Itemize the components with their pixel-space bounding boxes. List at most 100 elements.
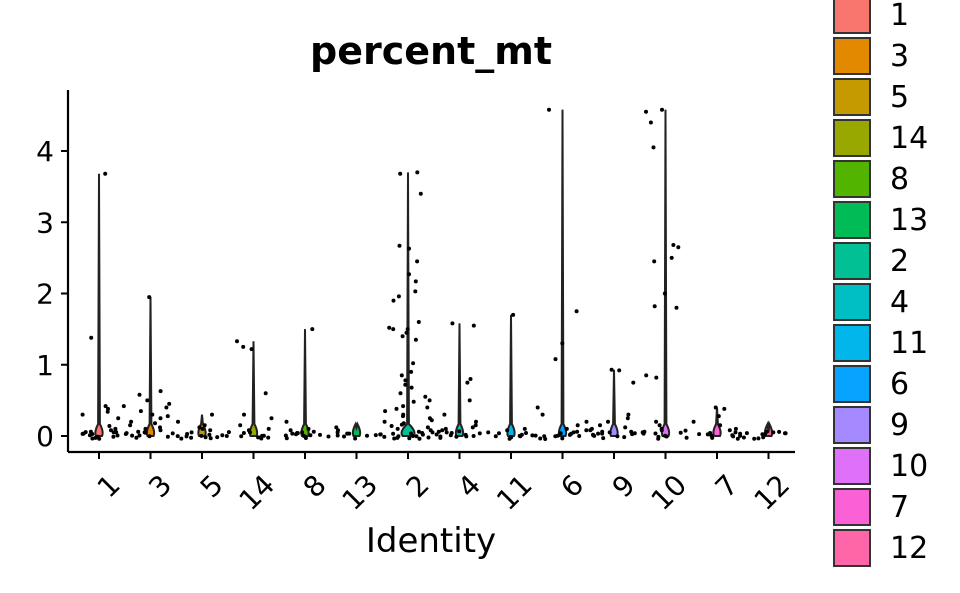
data-point [134,435,139,440]
data-point [783,431,787,436]
legend-label: 8 [890,162,909,197]
legend-item: 1 [833,0,909,34]
data-point [396,294,401,299]
data-point [365,433,369,438]
data-point [407,436,412,441]
data-point [401,404,406,409]
data-point [413,337,418,342]
data-point [653,431,658,436]
data-point [411,399,416,404]
data-point [90,436,95,441]
data-point [389,424,394,428]
data-point [705,432,710,437]
data-point [543,437,548,441]
data-point [399,422,404,427]
data-point [744,431,749,436]
data-point [105,409,110,414]
data-point [425,405,430,410]
legend-label: 5 [890,80,909,115]
data-point [674,305,679,310]
violin-12 [741,420,788,441]
data-point [641,431,646,436]
data-point [538,436,543,441]
data-point [189,435,194,440]
violin-body [248,341,259,437]
data-point [683,428,688,433]
data-point [378,432,383,437]
data-point [300,430,305,435]
data-point [416,429,421,434]
data-point [511,312,516,317]
data-point [660,107,664,112]
data-point [648,120,653,125]
data-point [130,433,135,438]
violin-13 [334,421,383,441]
data-point [80,412,85,417]
data-point [592,433,597,438]
data-point [652,304,657,309]
data-point [443,426,448,431]
data-point [676,245,681,250]
data-point [310,327,315,332]
data-point [87,433,92,438]
violin-9 [588,367,637,441]
data-point [444,430,449,435]
data-point [407,272,411,277]
data-point [623,425,628,430]
x-tick-label: 1 [91,468,127,504]
data-point [756,436,761,441]
data-point [175,434,180,439]
data-point [404,330,409,335]
data-point [632,431,637,436]
x-tick-label: 14 [233,468,282,517]
data-point [651,145,656,150]
data-point [533,433,538,438]
violin-8 [283,327,331,441]
data-point [382,434,387,439]
data-point [259,436,264,441]
violin-body [712,407,722,437]
data-point [83,430,88,435]
data-point [409,385,414,390]
legend-item: 7 [833,488,909,526]
data-point [609,367,614,372]
data-point [684,435,689,440]
data-point [596,431,601,436]
data-point [588,428,593,433]
legend-swatch [833,78,871,116]
data-point [392,436,397,441]
data-point [334,425,339,430]
data-point [601,436,606,441]
data-point [454,434,459,439]
legend-item: 8 [833,160,909,198]
data-point [414,434,419,439]
data-point [471,434,476,438]
plot-area [80,107,788,441]
data-point [242,412,246,417]
data-point [417,436,422,441]
data-point [220,433,225,438]
violin-11 [486,312,538,441]
data-point [403,382,408,387]
x-axis-title: Identity [366,521,496,561]
data-point [109,428,113,433]
data-point [553,357,558,362]
data-point [342,434,346,439]
legend-swatch [833,365,871,403]
data-point [403,378,408,383]
legend-label: 3 [890,39,909,74]
data-point [425,425,430,430]
x-tick-label: 8 [297,468,333,504]
data-point [654,419,659,424]
data-point [284,419,289,424]
data-point [318,432,322,437]
legend-item: 14 [833,119,928,157]
violin-body [94,173,104,437]
data-point [713,405,718,410]
legend-item: 12 [833,529,928,567]
x-tick-label: 9 [606,468,642,504]
legend-label: 11 [890,326,928,361]
legend-label: 6 [890,367,909,402]
